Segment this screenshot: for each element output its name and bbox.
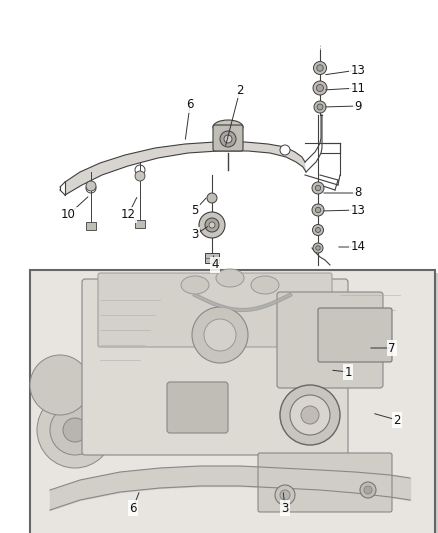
Circle shape <box>37 392 113 468</box>
Circle shape <box>317 64 323 71</box>
Circle shape <box>220 131 236 147</box>
Circle shape <box>63 418 87 442</box>
FancyBboxPatch shape <box>167 382 228 433</box>
Circle shape <box>360 482 376 498</box>
Circle shape <box>50 405 100 455</box>
FancyBboxPatch shape <box>258 453 392 512</box>
Circle shape <box>316 246 320 251</box>
Text: 5: 5 <box>191 204 199 216</box>
Circle shape <box>280 385 340 445</box>
Text: 14: 14 <box>350 240 365 254</box>
Circle shape <box>135 171 145 181</box>
Circle shape <box>315 185 321 191</box>
Circle shape <box>314 61 326 75</box>
Bar <box>135 220 145 228</box>
Circle shape <box>315 228 321 232</box>
Circle shape <box>199 212 225 238</box>
Text: 13: 13 <box>350 63 365 77</box>
Ellipse shape <box>181 276 209 294</box>
Text: 2: 2 <box>236 84 244 96</box>
Text: 1: 1 <box>344 366 352 378</box>
Bar <box>30 270 435 533</box>
Circle shape <box>86 183 96 193</box>
Text: 10: 10 <box>60 208 75 222</box>
Bar <box>86 222 96 230</box>
Circle shape <box>314 101 326 113</box>
Circle shape <box>313 81 327 95</box>
FancyBboxPatch shape <box>277 292 383 388</box>
Text: 11: 11 <box>350 82 365 94</box>
Text: 13: 13 <box>350 204 365 216</box>
FancyBboxPatch shape <box>213 125 243 151</box>
Circle shape <box>312 224 324 236</box>
Circle shape <box>312 182 324 194</box>
Circle shape <box>317 85 324 92</box>
Circle shape <box>315 207 321 213</box>
Text: 6: 6 <box>129 502 137 514</box>
Text: 9: 9 <box>354 100 362 112</box>
Circle shape <box>86 181 96 191</box>
Text: 4: 4 <box>211 259 219 271</box>
Text: 3: 3 <box>281 502 289 514</box>
Text: 2: 2 <box>393 414 401 426</box>
Circle shape <box>30 355 90 415</box>
Ellipse shape <box>213 120 243 134</box>
Ellipse shape <box>216 269 244 287</box>
Circle shape <box>275 485 295 505</box>
Polygon shape <box>65 142 306 195</box>
Circle shape <box>205 218 219 232</box>
FancyBboxPatch shape <box>318 308 392 362</box>
Circle shape <box>204 319 236 351</box>
Text: 12: 12 <box>120 208 135 222</box>
Text: 6: 6 <box>186 99 194 111</box>
Text: 7: 7 <box>388 342 396 354</box>
FancyBboxPatch shape <box>98 273 332 347</box>
Circle shape <box>280 490 290 500</box>
Circle shape <box>313 243 323 253</box>
Circle shape <box>224 135 232 143</box>
Circle shape <box>207 193 217 203</box>
Bar <box>205 253 219 263</box>
Ellipse shape <box>251 276 279 294</box>
Circle shape <box>317 104 323 110</box>
Circle shape <box>301 406 319 424</box>
Text: 3: 3 <box>191 229 199 241</box>
Circle shape <box>192 307 248 363</box>
Circle shape <box>290 395 330 435</box>
Circle shape <box>209 222 215 228</box>
Circle shape <box>135 165 145 175</box>
Circle shape <box>312 204 324 216</box>
FancyBboxPatch shape <box>82 279 348 455</box>
Text: 8: 8 <box>354 187 362 199</box>
Circle shape <box>364 486 372 494</box>
Circle shape <box>280 145 290 155</box>
Bar <box>33 273 438 533</box>
